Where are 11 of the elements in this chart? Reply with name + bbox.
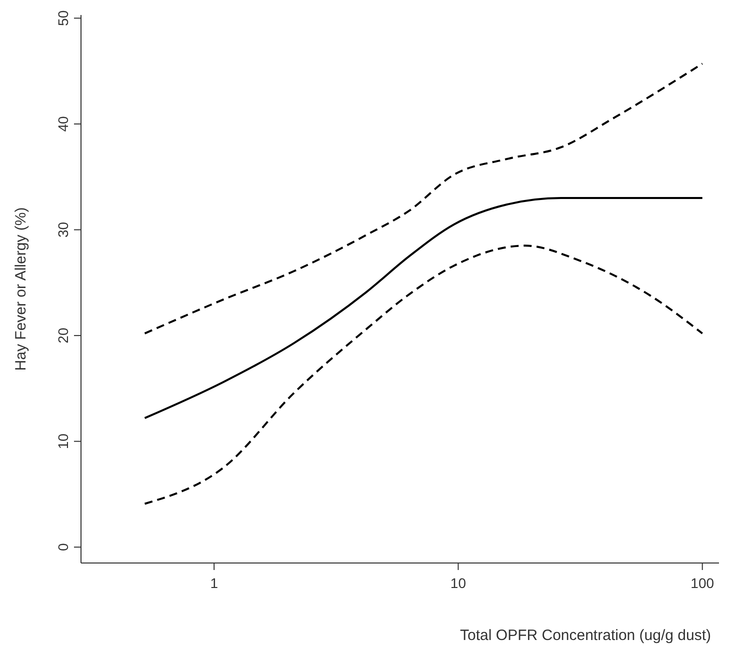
x-axis-title: Total OPFR Concentration (ug/g dust) [460, 627, 711, 644]
y-axis-title: Hay Fever or Allergy (%) [12, 207, 30, 371]
y-tick-label: 10 [55, 433, 71, 450]
y-tick-label: 0 [55, 543, 71, 552]
y-tick-label: 40 [55, 116, 71, 132]
x-tick-label: 1 [210, 574, 218, 591]
x-tick-label: 100 [690, 574, 714, 591]
y-tick-label: 20 [55, 328, 71, 344]
y-tick-label: 30 [55, 222, 71, 238]
x-tick-label: 10 [450, 574, 466, 591]
y-tick-label: 50 [55, 10, 71, 26]
